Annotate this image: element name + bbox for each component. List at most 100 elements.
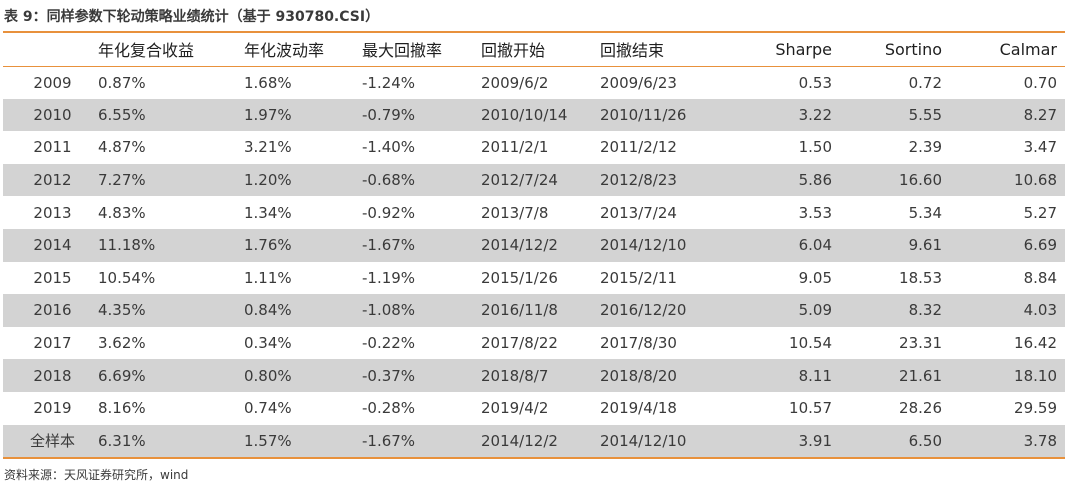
cell-max-drawdown: -0.68% bbox=[362, 163, 481, 197]
cell-annual-volatility: 1.57% bbox=[244, 424, 362, 458]
cell-max-drawdown: -0.22% bbox=[362, 334, 416, 353]
bottom-rule bbox=[3, 457, 1065, 459]
cell-sortino: 2.39 bbox=[908, 138, 942, 157]
cell-annual-return: 11.18% bbox=[98, 228, 244, 262]
cell-annual-volatility: 1.68% bbox=[244, 73, 292, 92]
cell-calmar: 16.42 bbox=[1014, 334, 1057, 353]
table-row: 2019 8.16% 0.74% -0.28% 2019/4/2 2019/4/18 10.… bbox=[3, 392, 1065, 425]
cell-max-drawdown: -0.92% bbox=[362, 203, 416, 222]
cell-sharpe: 3.22 bbox=[735, 98, 840, 132]
cell-sortino: 18.53 bbox=[899, 268, 942, 287]
cell-annual-volatility: 1.20% bbox=[244, 163, 362, 197]
cell-annual-volatility: 3.21% bbox=[244, 138, 292, 157]
cell-annual-return: 8.16% bbox=[98, 399, 146, 418]
cell-max-drawdown: -1.40% bbox=[362, 138, 416, 157]
table-body: 2009 0.87% 1.68% -1.24% 2009/6/2 2009/6/23 0.5… bbox=[3, 66, 1065, 458]
table-row: 2016 4.35% 0.84% -1.08% 2016/11/8 2016/12/20 5… bbox=[3, 294, 1065, 327]
cell-drawdown-start: 2011/2/1 bbox=[481, 138, 549, 157]
table-title: 表 9：同样参数下轮动策略业绩统计（基于 930780.CSI） bbox=[4, 9, 380, 25]
cell-annual-volatility: 0.84% bbox=[244, 294, 362, 327]
cell-sharpe: 8.11 bbox=[735, 359, 840, 392]
cell-annual-return: 7.27% bbox=[98, 163, 244, 197]
cell-drawdown-end: 2012/8/23 bbox=[600, 163, 735, 197]
cell-drawdown-end: 2018/8/20 bbox=[600, 359, 735, 392]
cell-year: 2015 bbox=[33, 268, 72, 287]
cell-drawdown-start: 2010/10/14 bbox=[481, 98, 600, 132]
cell-calmar: 3.47 bbox=[1023, 138, 1057, 157]
cell-sortino: 23.31 bbox=[899, 334, 942, 353]
table-row: 2015 10.54% 1.11% -1.19% 2015/1/26 2015/2/11 9… bbox=[3, 262, 1065, 295]
cell-max-drawdown: -0.28% bbox=[362, 399, 416, 418]
header-sharpe: Sharpe bbox=[735, 33, 840, 67]
cell-annual-volatility: 1.76% bbox=[244, 228, 362, 262]
cell-drawdown-start: 2012/7/24 bbox=[481, 163, 600, 197]
cell-max-drawdown: -1.67% bbox=[362, 228, 481, 262]
source-note: 资料来源：天风证券研究所，wind bbox=[4, 468, 189, 482]
cell-annual-volatility: 1.34% bbox=[244, 203, 292, 222]
cell-sharpe: 10.57 bbox=[789, 399, 832, 418]
table-row: 2009 0.87% 1.68% -1.24% 2009/6/2 2009/6/23 0.5… bbox=[3, 66, 1065, 99]
cell-annual-return: 0.87% bbox=[98, 73, 146, 92]
cell-drawdown-end: 2017/8/30 bbox=[600, 334, 677, 353]
cell-annual-return: 6.69% bbox=[98, 359, 244, 392]
cell-max-drawdown: -0.79% bbox=[362, 98, 481, 132]
cell-max-drawdown: -1.08% bbox=[362, 294, 481, 327]
table-row: 2012 7.27% 1.20% -0.68% 2012/7/24 2012/8/23 5.… bbox=[3, 163, 1065, 197]
cell-year: 2013 bbox=[33, 203, 72, 222]
cell-calmar: 6.69 bbox=[950, 228, 1065, 262]
cell-sortino: 6.50 bbox=[840, 424, 950, 458]
cell-drawdown-end: 2011/2/12 bbox=[600, 138, 677, 157]
cell-annual-volatility: 0.74% bbox=[244, 399, 292, 418]
cell-drawdown-end: 2009/6/23 bbox=[600, 73, 677, 92]
cell-annual-return: 4.87% bbox=[98, 138, 146, 157]
cell-annual-volatility: 1.97% bbox=[244, 98, 362, 132]
cell-drawdown-start: 2014/12/2 bbox=[481, 228, 600, 262]
cell-drawdown-start: 2018/8/7 bbox=[481, 359, 600, 392]
cell-max-drawdown: -1.19% bbox=[362, 268, 416, 287]
header-calmar: Calmar bbox=[950, 33, 1065, 67]
cell-drawdown-start: 2016/11/8 bbox=[481, 294, 600, 327]
table-row: 2013 4.83% 1.34% -0.92% 2013/7/8 2013/7/24 3.5… bbox=[3, 196, 1065, 229]
cell-annual-return: 4.83% bbox=[98, 203, 146, 222]
cell-drawdown-start: 2017/8/22 bbox=[481, 334, 558, 353]
cell-calmar: 3.78 bbox=[950, 424, 1065, 458]
cell-drawdown-end: 2016/12/20 bbox=[600, 294, 735, 327]
table-row: 2018 6.69% 0.80% -0.37% 2018/8/7 2018/8/20 8.1… bbox=[3, 359, 1065, 392]
header-drawdown-start: 回撤开始 bbox=[481, 33, 600, 67]
cell-sortino: 0.72 bbox=[908, 73, 942, 92]
cell-sortino: 5.34 bbox=[908, 203, 942, 222]
cell-max-drawdown: -1.67% bbox=[362, 424, 481, 458]
cell-sortino: 8.32 bbox=[840, 294, 950, 327]
cell-sortino: 21.61 bbox=[840, 359, 950, 392]
cell-drawdown-start: 2014/12/2 bbox=[481, 424, 600, 458]
cell-sharpe: 5.86 bbox=[735, 163, 840, 197]
cell-drawdown-start: 2019/4/2 bbox=[481, 399, 549, 418]
performance-table: 年化复合收益 年化波动率 最大回撤率 回撤开始 回撤结束 Sharpe Sort… bbox=[3, 33, 1065, 458]
table-row: 2011 4.87% 3.21% -1.40% 2011/2/1 2011/2/12 1.5… bbox=[3, 131, 1065, 164]
cell-sharpe: 6.04 bbox=[735, 228, 840, 262]
cell-sortino: 28.26 bbox=[899, 399, 942, 418]
cell-calmar: 10.68 bbox=[950, 163, 1065, 197]
cell-year: 2009 bbox=[33, 73, 72, 92]
cell-calmar: 8.27 bbox=[950, 98, 1065, 132]
cell-drawdown-start: 2013/7/8 bbox=[481, 203, 549, 222]
cell-max-drawdown: -1.24% bbox=[362, 73, 416, 92]
cell-drawdown-end: 2019/4/18 bbox=[600, 399, 677, 418]
cell-calmar: 0.70 bbox=[1023, 73, 1057, 92]
cell-year: 2017 bbox=[33, 334, 72, 353]
cell-drawdown-start: 2015/1/26 bbox=[481, 268, 558, 287]
header-drawdown-end: 回撤结束 bbox=[600, 33, 735, 67]
cell-annual-volatility: 0.80% bbox=[244, 359, 362, 392]
header-sortino: Sortino bbox=[840, 33, 950, 67]
cell-calmar: 29.59 bbox=[1014, 399, 1057, 418]
cell-max-drawdown: -0.37% bbox=[362, 359, 481, 392]
header-row: 年化复合收益 年化波动率 最大回撤率 回撤开始 回撤结束 Sharpe Sort… bbox=[3, 33, 1065, 67]
cell-annual-return: 10.54% bbox=[98, 268, 156, 287]
cell-sortino: 9.61 bbox=[840, 228, 950, 262]
cell-drawdown-end: 2010/11/26 bbox=[600, 98, 735, 132]
cell-sortino: 5.55 bbox=[840, 98, 950, 132]
cell-annual-return: 6.31% bbox=[98, 424, 244, 458]
cell-calmar: 8.84 bbox=[1023, 268, 1057, 287]
cell-sharpe: 1.50 bbox=[798, 138, 832, 157]
header-year bbox=[3, 33, 98, 67]
